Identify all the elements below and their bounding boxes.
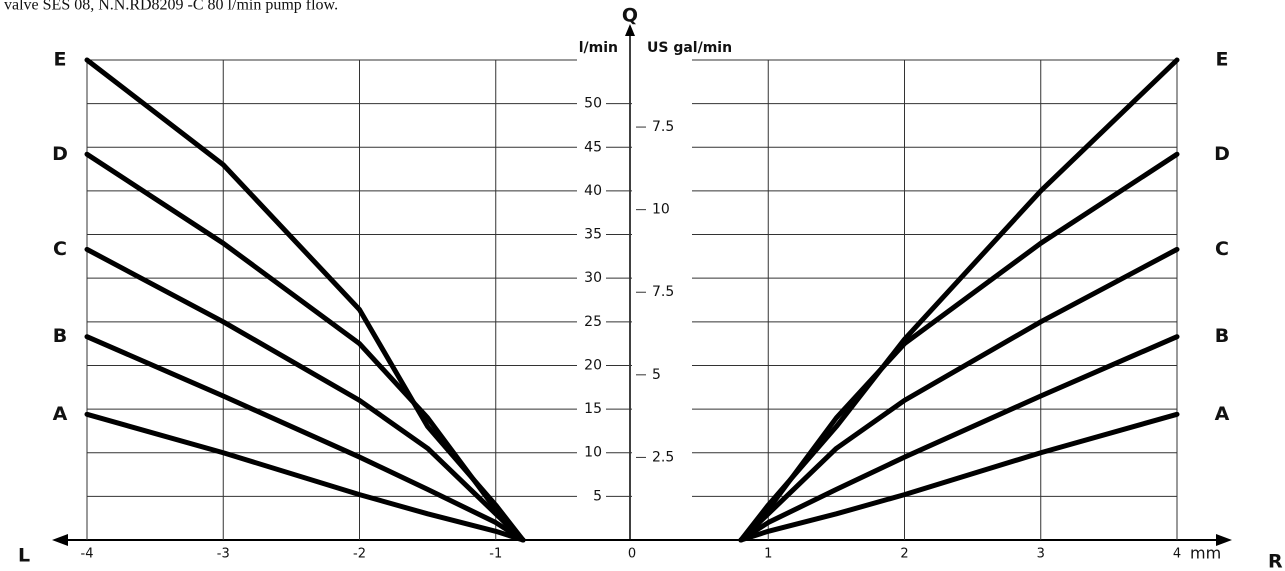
x-tick-label: -4 xyxy=(81,547,94,562)
curve xyxy=(84,334,1180,543)
y2-tick-label: 7.5 xyxy=(652,119,674,135)
y-unit: l/min xyxy=(579,40,618,56)
y2-tick-label: 2.5 xyxy=(652,449,674,465)
y-tick-label: 20 xyxy=(584,357,602,373)
series-label: A xyxy=(53,403,68,425)
caption: valve SES 08, N.N.RD8209 -C 80 l/min pum… xyxy=(4,0,338,14)
x-tick-label: 3 xyxy=(1037,547,1045,562)
y2-tick-label: 7.5 xyxy=(652,284,674,300)
x-tick-label: 0 xyxy=(628,547,636,562)
y-tick-label: 10 xyxy=(584,445,602,461)
series-label: B xyxy=(1215,325,1229,347)
y-tick-label: 15 xyxy=(584,401,602,417)
x-tick-label: 1 xyxy=(764,547,772,562)
series-label: D xyxy=(1214,143,1230,165)
arrow-left xyxy=(52,534,68,546)
series-label: C xyxy=(1215,238,1229,260)
curve xyxy=(84,57,1180,543)
y2-tick-label: 10 xyxy=(652,202,670,218)
series-label: E xyxy=(1216,49,1229,71)
y-tick-label: 25 xyxy=(584,314,602,330)
series-label: A xyxy=(1215,403,1230,425)
x-tick-label: 4 xyxy=(1173,547,1181,562)
series-label: D xyxy=(52,143,68,165)
curve xyxy=(84,151,1180,543)
curve xyxy=(84,411,1180,543)
x-label-left: L xyxy=(18,545,30,567)
y-tick-label: 35 xyxy=(584,227,602,243)
series-label: C xyxy=(53,238,67,260)
x-tick-label: 2 xyxy=(900,547,908,562)
y-tick-label: 50 xyxy=(584,96,602,112)
x-tick-label: -1 xyxy=(489,547,502,562)
series-label: E xyxy=(54,49,67,71)
y-label: Q xyxy=(622,5,638,27)
arrow-up xyxy=(625,24,635,36)
x-tick-label: -3 xyxy=(217,547,230,562)
y-tick-label: 45 xyxy=(584,139,602,155)
x-unit: mm xyxy=(1190,544,1221,563)
y2-tick-label: 5 xyxy=(652,367,661,383)
arrow-right xyxy=(1216,534,1232,546)
series-label: B xyxy=(53,325,67,347)
y-tick-label: 5 xyxy=(593,488,602,504)
y2-unit: US gal/min xyxy=(647,40,732,56)
x-label-right: R xyxy=(1268,551,1283,571)
x-tick-label: -2 xyxy=(353,547,366,562)
y-tick-label: 30 xyxy=(584,270,602,286)
y-tick-label: 40 xyxy=(584,183,602,199)
